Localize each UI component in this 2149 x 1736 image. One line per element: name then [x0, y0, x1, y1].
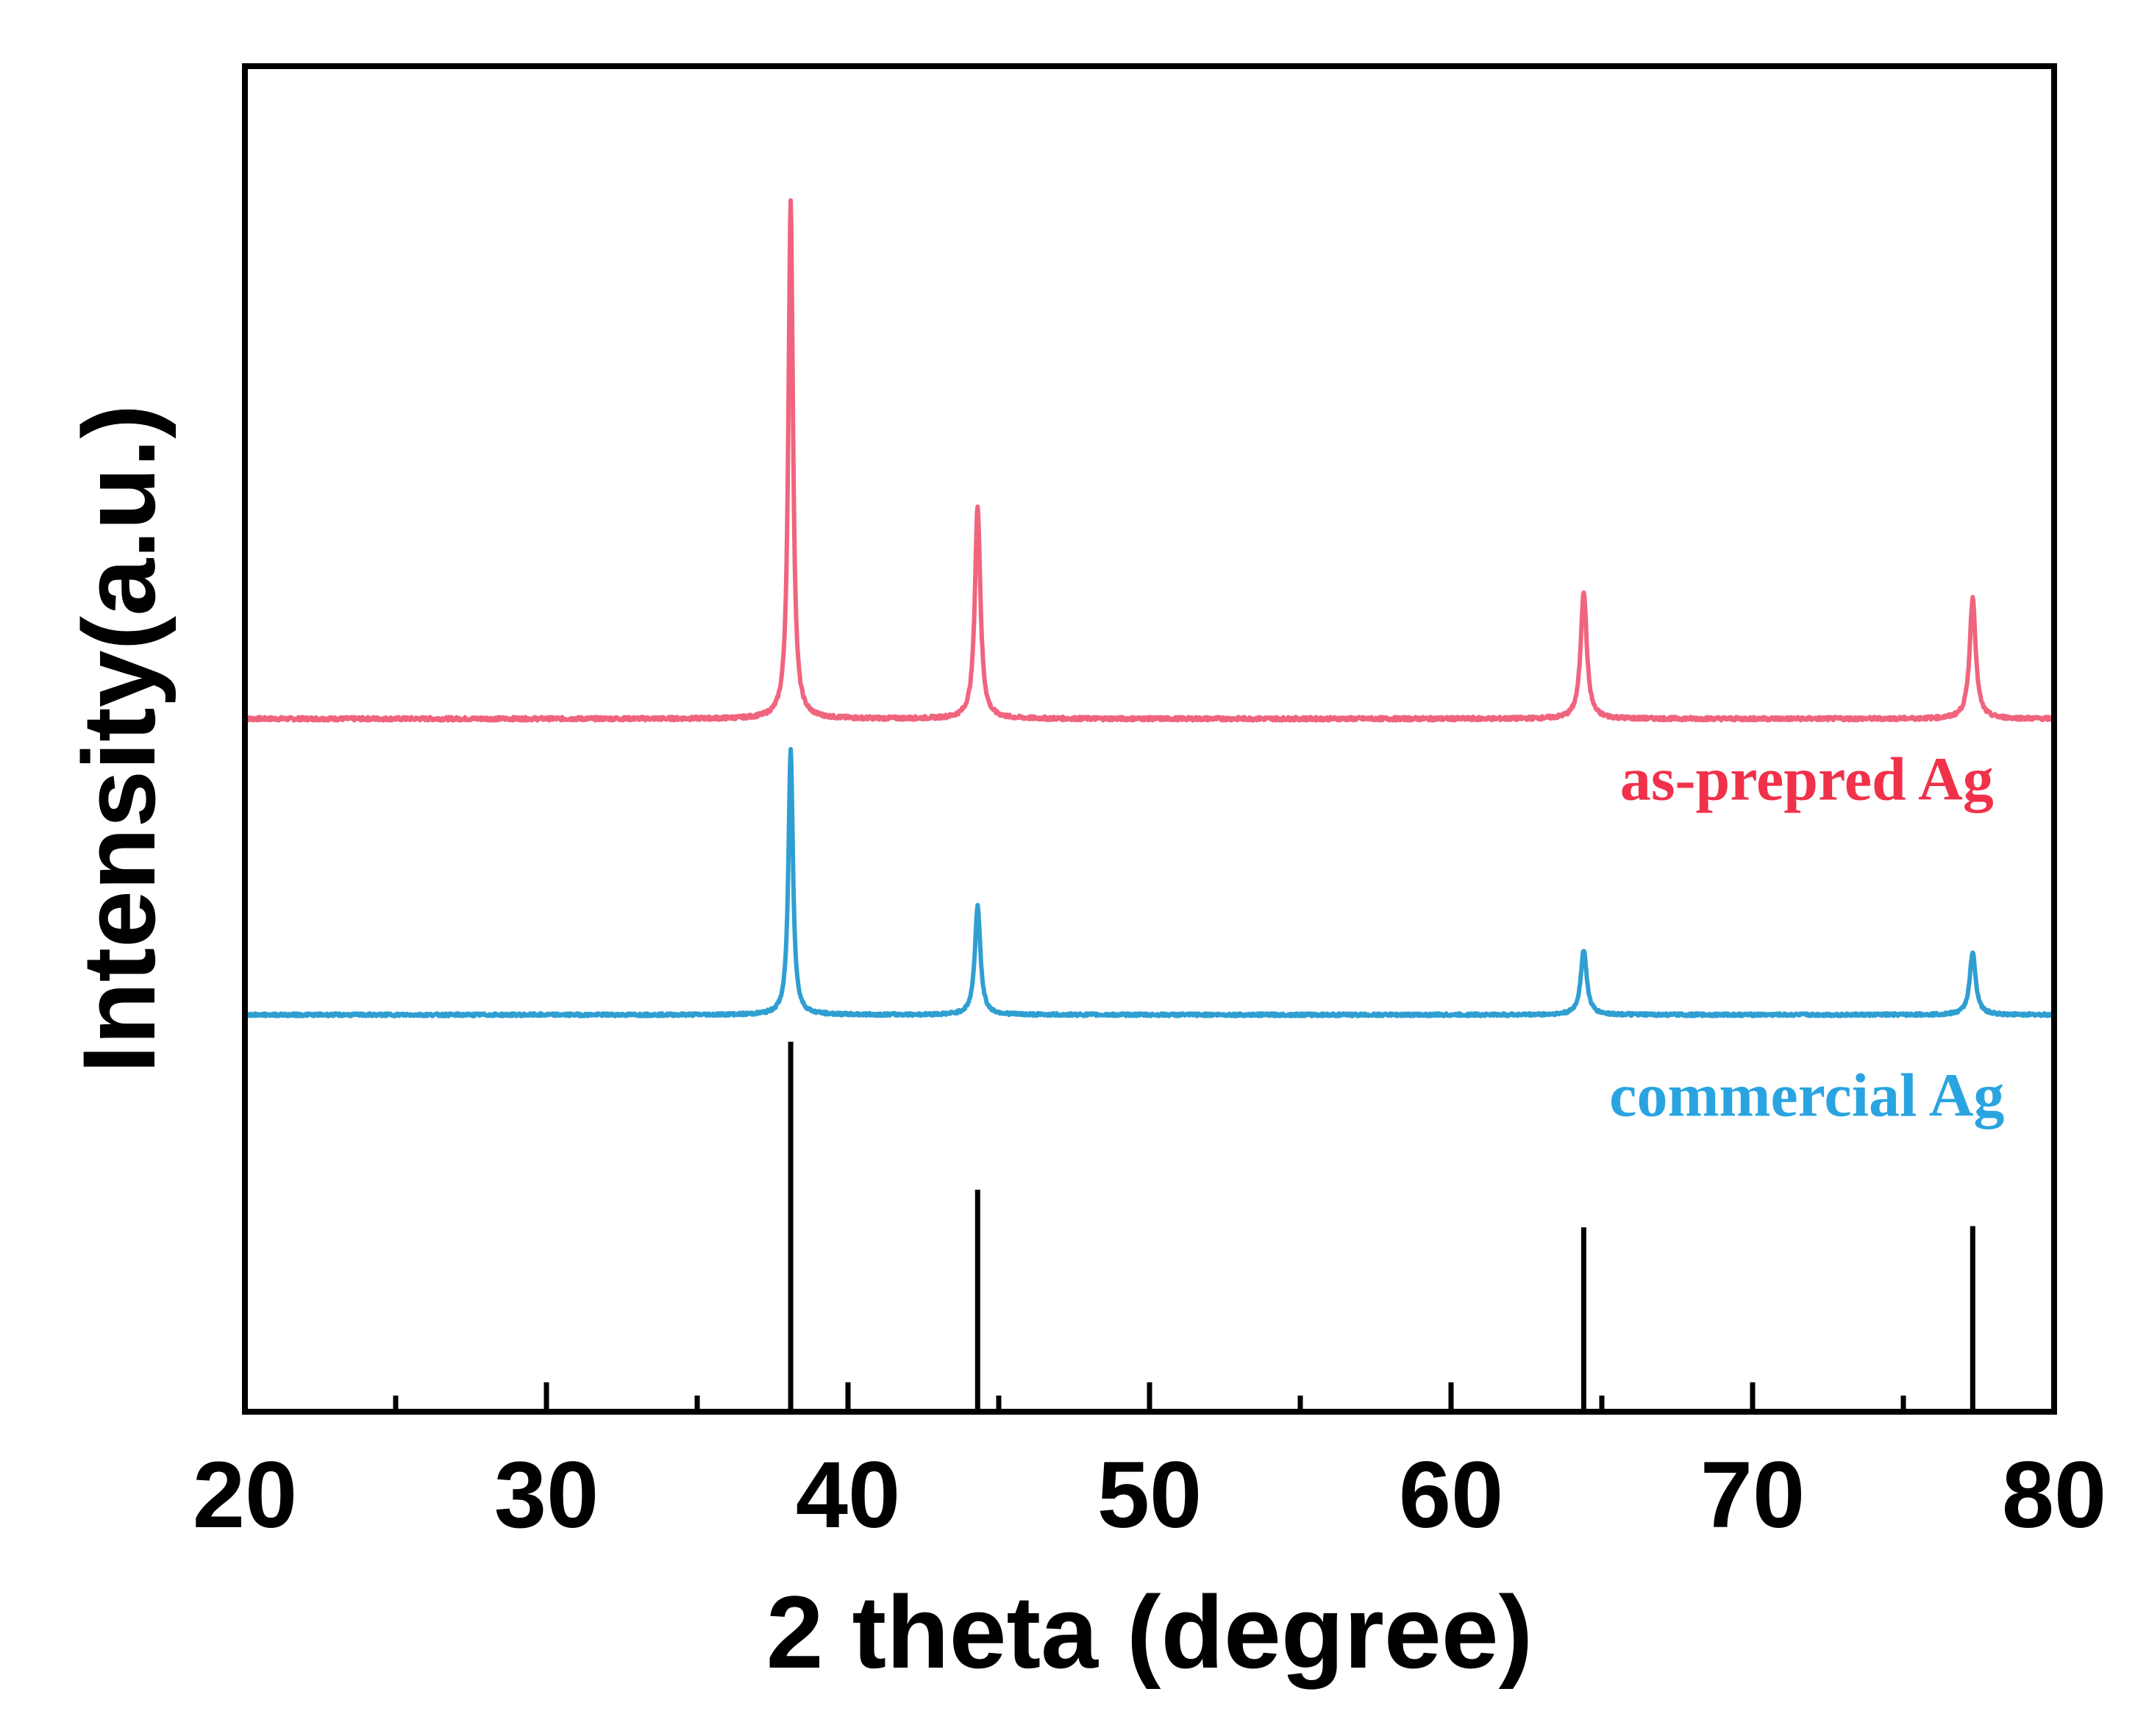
x-tick-label: 50 — [1097, 1443, 1202, 1548]
reference-stick-series — [788, 1041, 1975, 1412]
x-tick-label: 70 — [1700, 1443, 1805, 1548]
series-labels: as-prepred Ag commercial Ag — [1609, 745, 2004, 1129]
x-tick-label: 30 — [494, 1443, 599, 1548]
as-prepared-ag-pattern-line — [243, 198, 2056, 723]
x-axis-ticks — [242, 1382, 2057, 1412]
commercial-ag-label: commercial Ag — [1609, 1061, 2004, 1129]
x-tick-label: 60 — [1399, 1443, 1503, 1548]
x-tick-label: 40 — [796, 1443, 900, 1548]
x-axis-title: 2 theta (degree) — [766, 1574, 1533, 1690]
y-axis-title: Intensity(a.u.) — [61, 404, 177, 1074]
x-axis-tick-labels: 20 30 40 50 60 70 80 — [193, 1443, 2106, 1548]
commercial-ag-pattern-line — [243, 746, 2056, 1018]
x-tick-label: 20 — [193, 1443, 297, 1548]
as-prepared-ag-label: as-prepred Ag — [1620, 745, 1994, 813]
pattern-series — [243, 198, 2056, 1018]
x-tick-label: 80 — [2002, 1443, 2106, 1548]
